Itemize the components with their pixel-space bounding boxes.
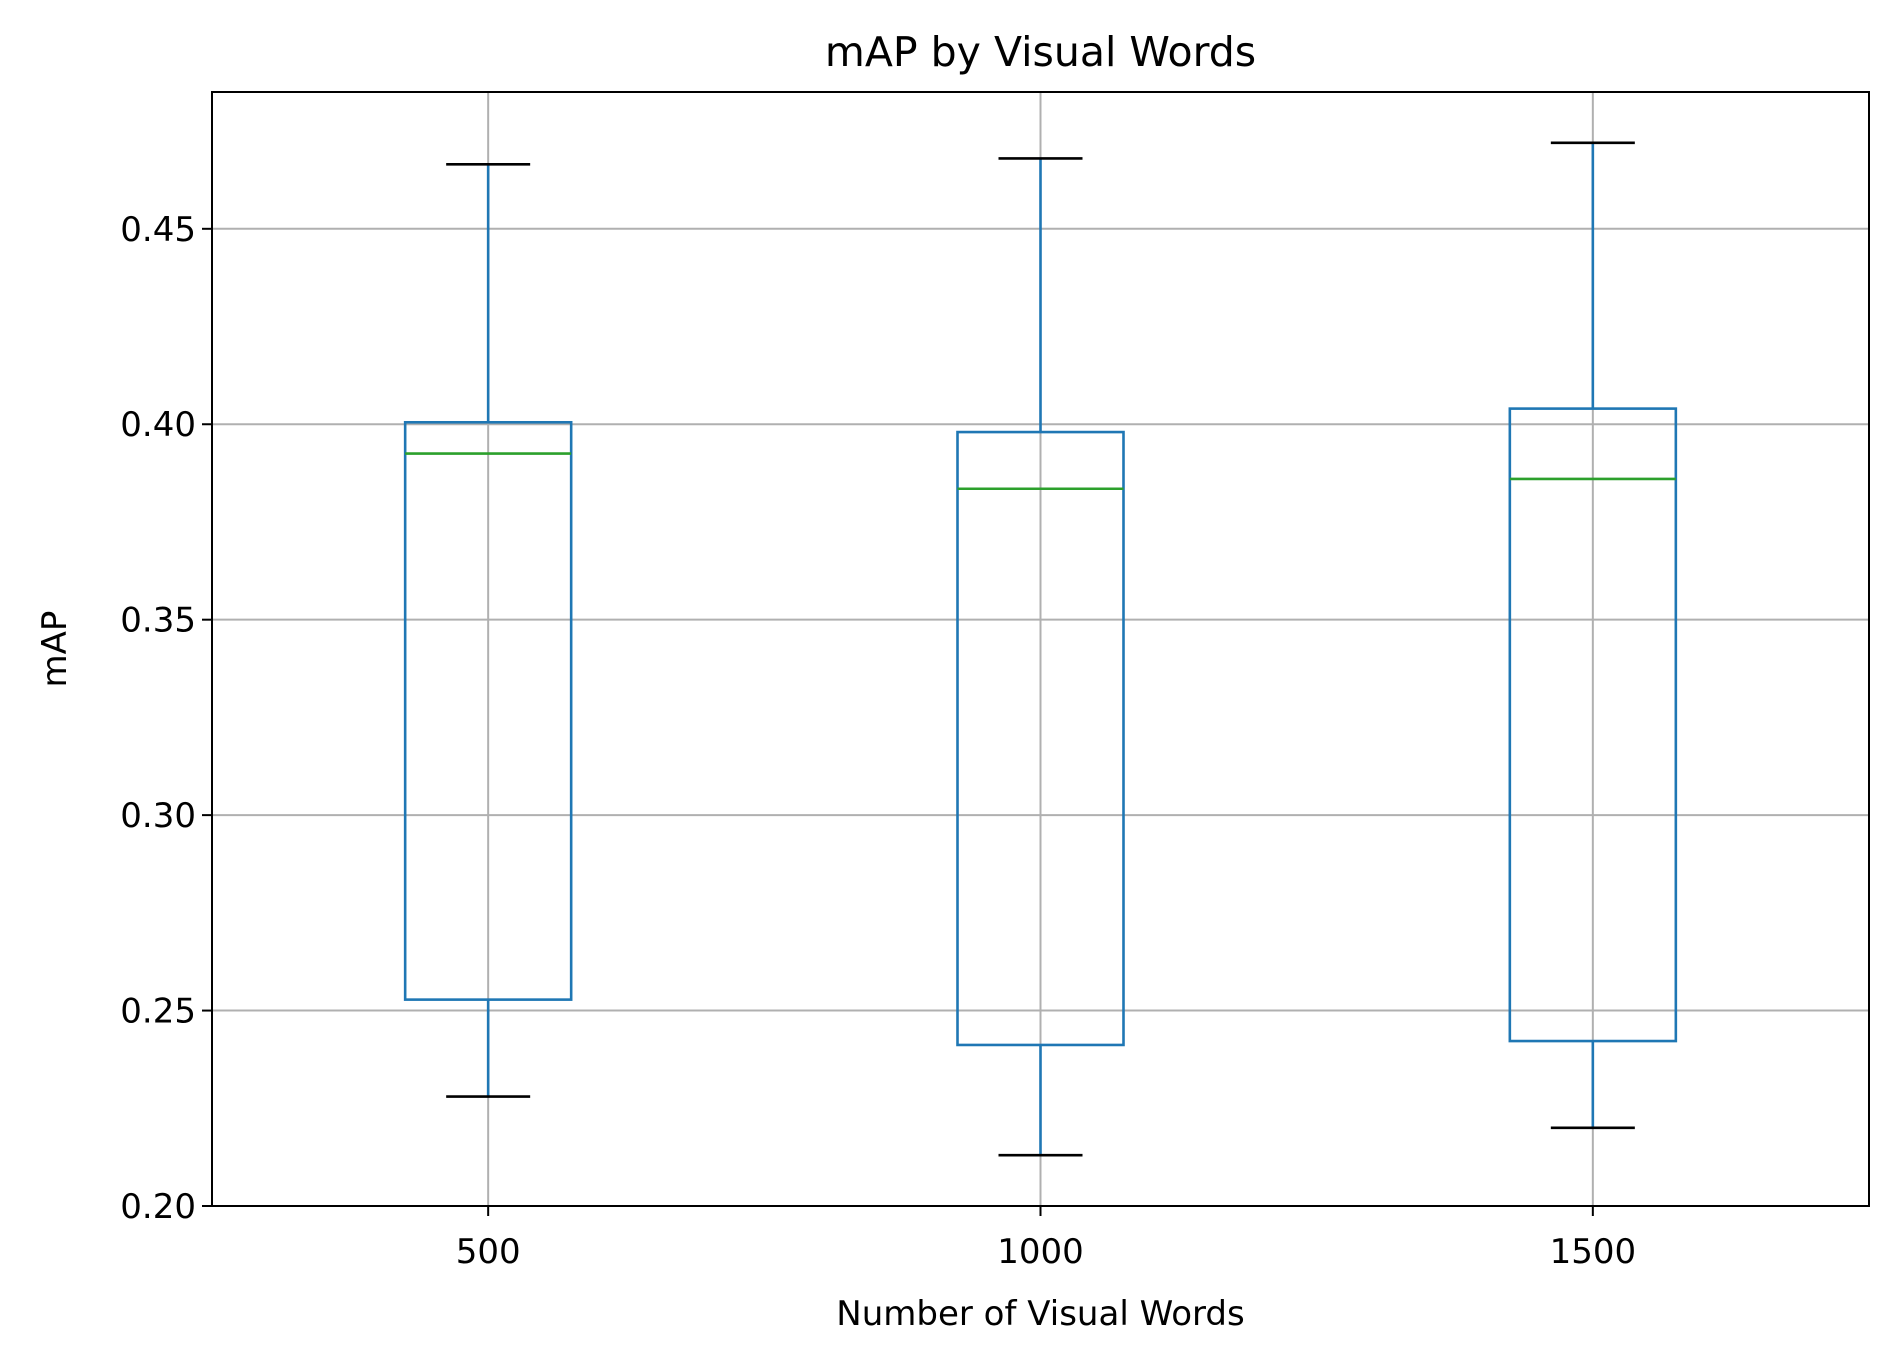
x-tick-label: 1000 <box>997 1232 1084 1272</box>
y-tick-label: 0.35 <box>120 601 196 641</box>
y-tick-label: 0.25 <box>120 992 196 1032</box>
y-tick-label: 0.40 <box>120 405 196 445</box>
box-500 <box>403 163 573 1098</box>
x-axis-label: Number of Visual Words <box>836 1294 1244 1334</box>
iqr-box <box>403 420 573 1001</box>
axis-ticks: 0.20 0.25 0.30 0.35 0.40 0.45 500 1000 1500 <box>120 210 1636 1272</box>
chart-title: mAP by Visual Words <box>825 28 1256 76</box>
y-tick-label: 0.20 <box>120 1187 196 1227</box>
iqr-box <box>956 430 1125 1047</box>
y-tick-label: 0.45 <box>120 210 196 250</box>
x-tick-label: 500 <box>456 1232 521 1272</box>
box-1500 <box>1508 141 1678 1130</box>
box-series <box>403 141 1678 1157</box>
box-1000 <box>956 157 1125 1157</box>
y-tick-label: 0.30 <box>120 796 196 836</box>
y-axis-label: mAP <box>35 611 75 688</box>
x-tick-label: 1500 <box>1550 1232 1637 1272</box>
iqr-box <box>1508 407 1678 1043</box>
